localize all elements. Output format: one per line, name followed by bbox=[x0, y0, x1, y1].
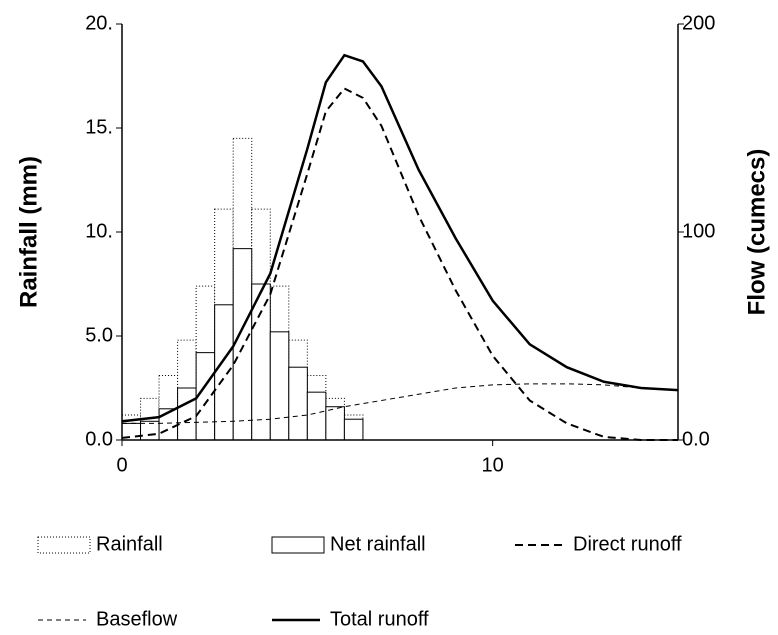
y2-tick-label: 0.0 bbox=[682, 428, 710, 450]
rain-bar bbox=[288, 366, 308, 441]
rain-bar bbox=[214, 304, 234, 441]
y2-tick-label: 100 bbox=[682, 220, 715, 242]
legend-label: Total runoff bbox=[330, 608, 429, 630]
y2-axis-label: Flow (cumecs) bbox=[743, 149, 770, 316]
legend-label: Direct runoff bbox=[573, 533, 682, 555]
rain-bar bbox=[269, 331, 290, 441]
y2-tick-label: 200 bbox=[682, 12, 715, 34]
x-tick-label: 0 bbox=[116, 454, 127, 476]
rain-bar bbox=[343, 418, 364, 441]
flow-line bbox=[122, 383, 679, 424]
y-tick-label: 5.0 bbox=[85, 324, 113, 346]
y-axis-label: Rainfall (mm) bbox=[15, 156, 42, 308]
rain-bar bbox=[177, 387, 197, 441]
legend-label: Rainfall bbox=[96, 533, 163, 555]
rain-bar bbox=[306, 391, 327, 441]
flow-line bbox=[121, 53, 679, 423]
legend-label: Baseflow bbox=[96, 608, 178, 630]
rain-bar bbox=[325, 406, 345, 441]
rain-bar bbox=[140, 420, 160, 441]
y-tick-label: 0.0 bbox=[85, 428, 113, 450]
rain-bar bbox=[251, 283, 271, 441]
y-tick-label: 20. bbox=[85, 12, 113, 34]
legend-swatch bbox=[271, 536, 325, 554]
legend-label: Net rainfall bbox=[330, 533, 426, 555]
y-tick-label: 10. bbox=[85, 220, 113, 242]
rain-bar bbox=[232, 248, 253, 441]
x-tick-label: 10 bbox=[482, 454, 504, 476]
y-tick-label: 15. bbox=[85, 116, 113, 138]
legend-swatch bbox=[37, 536, 91, 554]
flow-line bbox=[121, 87, 678, 441]
